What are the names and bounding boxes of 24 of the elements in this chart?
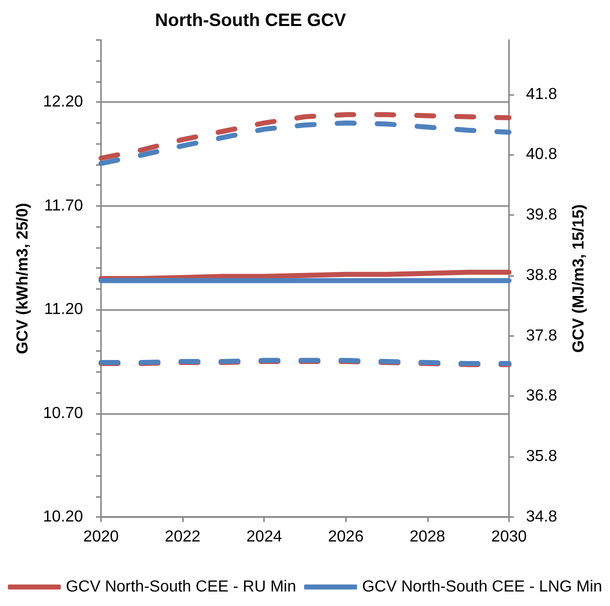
y2-tick-label: 38.8 <box>526 266 558 284</box>
x-tick-label: 2024 <box>246 528 282 546</box>
x-tick-label: 2030 <box>491 528 527 546</box>
y2-tick-label: 39.8 <box>526 206 558 224</box>
y2-tick-label: 37.8 <box>526 327 558 344</box>
legend-label: GCV North-South CEE - RU Min <box>66 578 296 596</box>
chart-title: North-South CEE GCV <box>155 10 346 30</box>
y2-axis-title: GCV (MJ/m3, 15/15) <box>570 204 588 353</box>
y2-tick-label: 36.8 <box>526 388 558 405</box>
y-axis-title: GCV (kWh/m3, 25/0) <box>14 202 32 354</box>
y2-tick-label: 41.8 <box>526 86 558 103</box>
x-tick-label: 2020 <box>83 528 119 546</box>
y-tick-label: 11.70 <box>44 197 84 214</box>
y-tick-label: 10.20 <box>42 508 84 526</box>
y2-tick-label: 40.8 <box>526 146 558 164</box>
y-tick-label: 12.20 <box>42 94 84 111</box>
x-tick-label: 2026 <box>328 528 364 546</box>
y2-tick-label: 34.8 <box>526 508 558 526</box>
y-tick-label: 10.70 <box>42 404 84 422</box>
x-tick-label: 2028 <box>410 528 446 546</box>
y-tick-label: 11.20 <box>44 301 84 318</box>
x-tick-label: 2022 <box>164 528 200 546</box>
legend-label: GCV North-South CEE - LNG Min <box>362 578 602 596</box>
y2-tick-label: 35.8 <box>526 448 558 466</box>
